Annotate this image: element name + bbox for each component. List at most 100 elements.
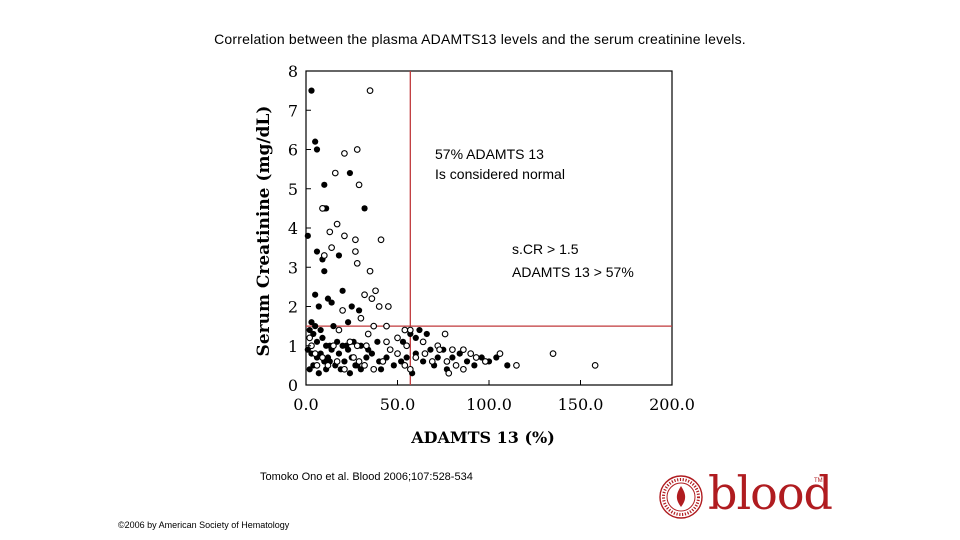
y-tick-label: 7	[288, 101, 298, 120]
data-point-filled	[363, 354, 370, 361]
data-point-filled	[321, 268, 328, 275]
data-point-open	[364, 330, 372, 338]
data-point-filled	[348, 303, 355, 310]
data-point-open	[370, 322, 378, 330]
data-point-filled	[312, 138, 319, 145]
data-point-open	[350, 354, 357, 361]
annotation-normal: 57% ADAMTS 13 Is considered normal	[435, 146, 565, 182]
data-point-open	[339, 307, 346, 314]
x-tick-label: 200.0	[649, 395, 695, 414]
data-point-open	[441, 330, 449, 338]
data-point-filled	[355, 307, 363, 314]
data-point-filled	[377, 366, 385, 373]
data-point-open	[401, 362, 409, 369]
annotation-normal-line-1: 57% ADAMTS 13	[435, 146, 544, 162]
data-point-filled	[330, 323, 337, 330]
data-point-open	[449, 346, 456, 354]
data-point-open	[401, 326, 409, 334]
data-point-open	[375, 303, 383, 310]
data-point-open	[419, 338, 427, 346]
data-point-open	[335, 326, 343, 334]
data-point-open	[436, 346, 443, 354]
data-point-open	[306, 334, 314, 342]
data-point-open	[496, 350, 504, 357]
data-point-open	[383, 338, 390, 346]
data-point-open	[353, 259, 361, 267]
data-point-open	[421, 350, 429, 357]
copyright: ©2006 by American Society of Hematology	[118, 520, 290, 530]
citation: Tomoko Ono et al. Blood 2006;107:528-534	[260, 471, 473, 483]
y-axis-label: Serum Creatinine (mg/dL)	[254, 106, 274, 357]
data-point-open	[363, 342, 370, 350]
y-tick-label: 6	[288, 141, 298, 160]
data-point-filled	[308, 319, 315, 326]
data-point-open	[341, 365, 348, 373]
data-point-filled	[324, 295, 332, 302]
logo-trademark: TM	[814, 478, 823, 484]
y-tick-label: 1	[288, 337, 298, 356]
data-point-open	[353, 146, 361, 153]
data-point-open	[355, 358, 363, 365]
data-point-open	[443, 358, 451, 365]
y-tick-label: 0	[288, 376, 298, 395]
y-tick-label: 4	[288, 219, 298, 238]
data-point-filled	[306, 366, 313, 373]
data-point-open	[333, 220, 341, 228]
data-point-filled	[374, 338, 381, 345]
data-point-open	[357, 314, 365, 322]
data-point-open	[445, 369, 453, 377]
annotation-quadrant-line-1: s.CR > 1.5	[512, 241, 579, 257]
data-point-open	[377, 236, 385, 244]
data-point-open	[341, 150, 348, 157]
data-point-open	[412, 354, 420, 361]
data-point-open	[383, 322, 390, 330]
data-point-open	[352, 248, 359, 255]
data-point-open	[467, 350, 475, 357]
annotation-quadrant: s.CR > 1.5 ADAMTS 13 > 57%	[512, 241, 634, 280]
data-point-open	[319, 354, 326, 361]
data-point-filled	[449, 354, 456, 361]
data-point-filled	[304, 232, 311, 239]
data-point-open	[361, 291, 368, 299]
x-tick-label: 0.0	[293, 395, 318, 414]
data-point-filled	[328, 299, 335, 306]
data-point-open	[481, 358, 489, 365]
data-point-open	[394, 350, 401, 357]
data-point-filled	[390, 362, 397, 369]
plot-frame	[305, 70, 673, 386]
logo-wordmark: blood	[708, 466, 833, 520]
data-point-filled	[312, 323, 319, 330]
data-point-open	[460, 346, 467, 354]
data-point-open	[406, 365, 414, 373]
data-point-filled	[344, 319, 352, 326]
data-point-open	[368, 295, 376, 303]
annotation-normal-line-2: Is considered normal	[435, 166, 565, 182]
data-point-filled	[423, 330, 430, 338]
y-tick-label: 8	[288, 62, 298, 81]
data-point-filled	[306, 326, 313, 334]
blood-journal-logo: blood TM	[656, 466, 833, 528]
data-point-open	[366, 267, 374, 275]
data-point-open	[320, 252, 328, 259]
data-point-open	[379, 358, 387, 365]
data-point-open	[333, 358, 341, 365]
data-point-filled	[335, 252, 343, 259]
data-point-open	[370, 365, 378, 373]
data-point-filled	[315, 370, 322, 377]
data-point-filled	[317, 326, 324, 334]
data-point-open	[372, 287, 379, 295]
data-point-open	[330, 342, 337, 350]
data-point-filled	[463, 358, 471, 365]
data-point-open	[394, 334, 401, 342]
data-point-open	[355, 181, 363, 189]
data-point-open	[328, 244, 335, 251]
data-point-filled	[471, 362, 478, 369]
y-tick-label: 5	[288, 180, 298, 199]
data-point-filled	[346, 370, 354, 377]
data-point-open	[549, 350, 557, 357]
data-point-open	[346, 338, 354, 346]
data-point-filled	[315, 303, 322, 310]
data-point-filled	[434, 354, 441, 361]
data-point-open	[472, 354, 480, 361]
